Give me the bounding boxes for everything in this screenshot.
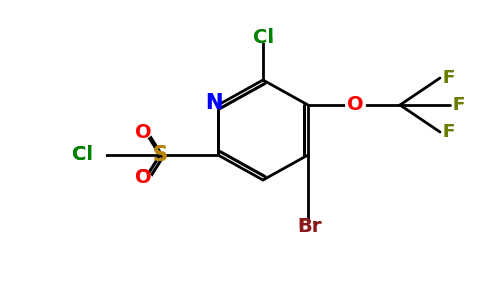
Text: O: O — [135, 123, 151, 142]
Text: Br: Br — [297, 217, 321, 236]
Text: F: F — [442, 123, 454, 141]
Text: O: O — [135, 168, 151, 187]
Text: Cl: Cl — [72, 146, 93, 164]
Text: N: N — [205, 93, 223, 113]
Text: F: F — [442, 69, 454, 87]
Text: O: O — [135, 168, 151, 187]
Text: Cl: Cl — [72, 146, 93, 164]
Text: O: O — [347, 95, 363, 115]
Text: O: O — [347, 95, 363, 115]
Text: Br: Br — [297, 217, 321, 236]
Text: N: N — [205, 93, 223, 113]
Text: O: O — [135, 123, 151, 142]
Text: F: F — [452, 96, 464, 114]
Text: F: F — [442, 69, 454, 87]
Text: F: F — [452, 96, 464, 114]
Text: Cl: Cl — [253, 28, 273, 47]
Text: Cl: Cl — [253, 28, 273, 47]
Text: S: S — [152, 145, 167, 165]
Text: S: S — [152, 145, 167, 165]
Text: F: F — [442, 123, 454, 141]
